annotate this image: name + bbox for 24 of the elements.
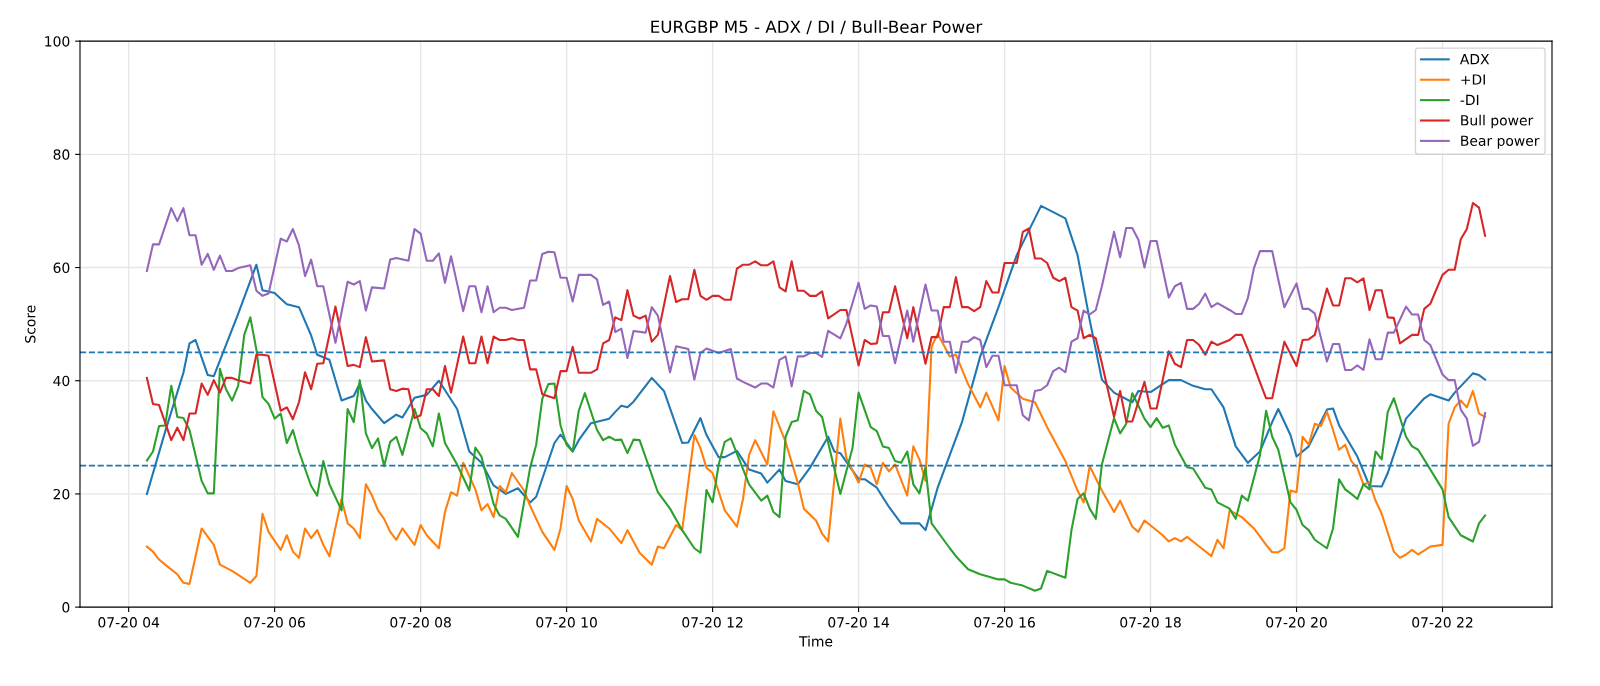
legend-label: Bear power	[1461, 135, 1540, 149]
x-tick-label: 07-20 18	[1120, 617, 1181, 628]
x-tick-label: 07-20 08	[390, 617, 451, 628]
y-axis-title: Score	[25, 305, 36, 343]
x-tick-label: 07-20 04	[98, 617, 160, 628]
x-tick-label: 07-20 10	[536, 617, 597, 628]
y-tick-label: 80	[53, 149, 70, 160]
y-tick-label: 20	[53, 488, 70, 500]
x-tick-label: 07-20 14	[828, 617, 890, 628]
y-tick-label: 0	[62, 602, 70, 613]
x-tick-label: 07-20 20	[1266, 617, 1327, 628]
x-tick-label: 07-20 22	[1412, 617, 1473, 628]
chart-title: EURGBP M5 - ADX / DI / Bull-Bear Power	[651, 20, 983, 35]
legend-label: +DI	[1461, 74, 1485, 85]
legend-label: ADX	[1459, 54, 1490, 65]
y-tick-label: 100	[45, 36, 70, 47]
x-tick-label: 07-20 06	[244, 617, 305, 628]
legend-label: -DI	[1460, 94, 1479, 105]
legend-label: Bull power	[1461, 114, 1534, 129]
y-tick-label: 60	[53, 262, 70, 274]
y-tick-label: 40	[53, 375, 70, 387]
x-tick-label: 07-20 12	[682, 617, 743, 628]
x-axis-title: Time	[798, 635, 833, 647]
x-tick-label: 07-20 16	[974, 617, 1035, 628]
